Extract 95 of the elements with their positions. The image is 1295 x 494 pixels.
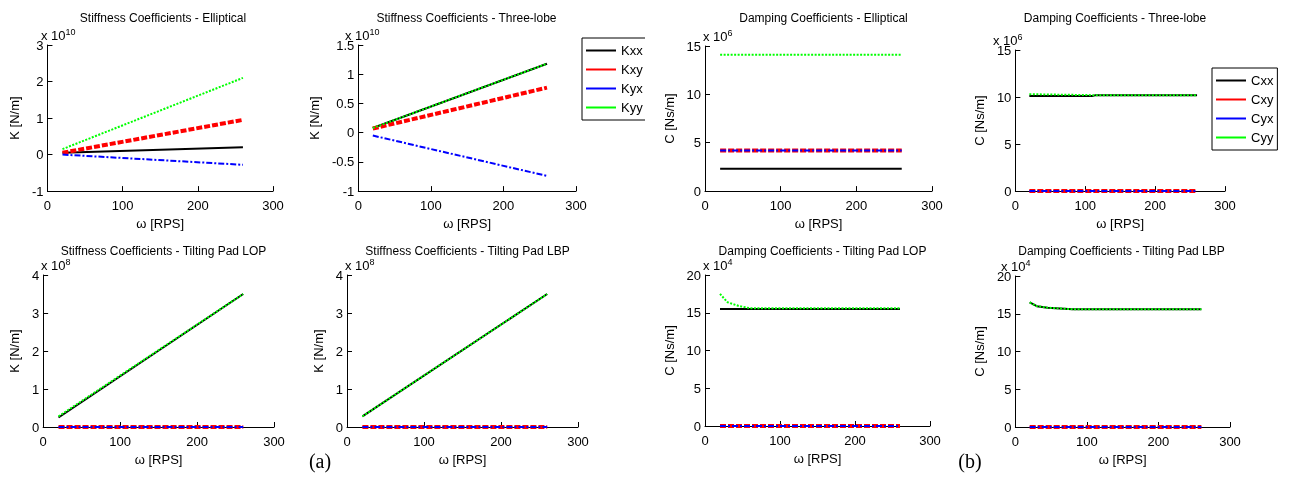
y-tick-label: 3	[335, 305, 343, 321]
y-tick-label: 3	[31, 305, 40, 321]
y-tick-label: -1	[342, 183, 355, 199]
x-tick-label: 100	[769, 198, 792, 214]
line-series	[1028, 301, 1203, 311]
y-tick-label: 10	[686, 86, 701, 102]
x-tick-label: 300	[565, 198, 587, 214]
y-tick-label: 5	[1004, 381, 1012, 397]
x-tick-label: 100	[109, 434, 131, 449]
x-axis-title: ω [RPS]	[134, 451, 183, 467]
y-tick-label: 0	[1004, 183, 1012, 199]
chart-title: Damping Coefficients - Tilting Pad LOP	[718, 244, 927, 258]
legend-label: Cyy	[1251, 130, 1274, 145]
line-series	[719, 292, 901, 310]
x-tick-label: 200	[844, 433, 866, 448]
y-tick-label: 0	[1004, 419, 1012, 435]
chart-title: Damping Coefficients - Tilting Pad LBP	[1018, 244, 1225, 258]
x-tick-label: 300	[263, 434, 285, 449]
y-tick-label: 0	[36, 147, 44, 163]
x-axis-title: ω [RPS]	[443, 216, 492, 231]
legend-label: Kyx	[621, 81, 644, 96]
y-tick-label: 4	[335, 267, 343, 283]
x-tick-label: 300	[1219, 434, 1241, 449]
x-tick-label: 300	[1214, 198, 1236, 214]
text: (b)	[958, 450, 982, 473]
y-axis-title: K [N/m]	[310, 329, 326, 373]
y-tick-label: 15	[996, 306, 1012, 322]
y-tick-label: 5	[693, 135, 701, 151]
legend-label: Kyy	[621, 100, 644, 115]
y-tick-label: 5	[1004, 136, 1012, 152]
x-axis-title: ω [RPS]	[1096, 216, 1145, 231]
y-axis-title: K [N/m]	[307, 96, 322, 140]
x-axis-title: ω [RPS]	[438, 451, 487, 467]
y-tick-label: 4	[31, 267, 40, 283]
legend-label: Cxy	[1251, 92, 1274, 107]
legend-label: Kxy	[621, 62, 644, 77]
y-tick-label: 5	[693, 380, 701, 396]
y-tick-label: 0.5	[336, 95, 355, 111]
y-axis-title: C [Ns/m]	[661, 93, 677, 144]
y-tick-label: 0	[693, 418, 701, 434]
x-tick-label: 200	[186, 434, 208, 449]
x-tick-label: 300	[921, 198, 943, 214]
x-tick-label: 300	[262, 198, 284, 214]
chart-title: Damping Coefficients - Elliptical	[739, 11, 908, 25]
y-tick-label: 10	[996, 344, 1012, 359]
y-tick-label: 15	[686, 305, 701, 321]
x-tick-label: 200	[1144, 198, 1166, 214]
x-tick-label: 200	[845, 198, 868, 214]
x-tick-label: 200	[1147, 434, 1170, 449]
y-tick-label: 1	[36, 110, 44, 126]
y-tick-label: 0	[693, 183, 701, 199]
x-tick-label: 300	[567, 434, 589, 449]
x-tick-label: 100	[111, 198, 134, 214]
y-tick-label: 10	[996, 89, 1012, 105]
y-tick-label: 1	[347, 66, 355, 82]
y-tick-label: 0	[335, 419, 343, 435]
chart-title: Damping Coefficients - Three-lobe	[1023, 11, 1207, 25]
y-tick-label: 20	[686, 267, 701, 283]
legend-label: Cyx	[1251, 111, 1274, 126]
y-tick-label: 10	[686, 343, 701, 358]
y-tick-label: 1	[335, 381, 343, 397]
y-tick-label: -1	[31, 183, 44, 199]
y-tick-label: 2	[31, 343, 40, 359]
legend-label: Cxx	[1251, 73, 1274, 88]
chart-title: Stiffness Coefficients - Three-lobe	[376, 11, 557, 25]
y-tick-label: 0	[31, 419, 40, 435]
x-axis-title: ω [RPS]	[136, 216, 185, 231]
x-axis-title: ω [RPS]	[793, 450, 842, 466]
x-tick-label: 100	[413, 434, 435, 449]
legend-label: Kxx	[621, 43, 644, 58]
y-axis-title: C [Ns/m]	[661, 325, 677, 376]
chart-title: Stiffness Coefficients - Tilting Pad LBP	[365, 244, 570, 258]
x-axis-title: ω [RPS]	[1098, 451, 1147, 467]
y-axis-title: C [Ns/m]	[972, 95, 987, 146]
y-axis-title: C [Ns/m]	[972, 326, 987, 377]
x-tick-label: 200	[492, 198, 515, 214]
x-axis-title: ω [RPS]	[794, 216, 843, 231]
x-tick-label: 100	[1074, 198, 1097, 214]
text: (a)	[308, 450, 332, 473]
x-tick-label: 100	[420, 198, 442, 214]
y-tick-label: 2	[36, 74, 44, 90]
x-tick-label: 200	[490, 434, 512, 449]
y-tick-label: 15	[686, 38, 701, 54]
y-axis-title: K [N/m]	[7, 329, 22, 373]
y-tick-label: -0.5	[331, 154, 355, 170]
x-tick-label: 300	[919, 433, 941, 448]
x-tick-label: 200	[186, 198, 209, 214]
x-tick-label: 100	[769, 433, 791, 448]
x-tick-label: 100	[1076, 434, 1098, 449]
y-tick-label: 1	[31, 381, 40, 397]
y-tick-label: 2	[335, 343, 343, 359]
chart-title: Stiffness Coefficients - Elliptical	[79, 11, 247, 25]
y-axis-title: K [N/m]	[7, 96, 22, 140]
chart-title: Stiffness Coefficients - Tilting Pad LOP	[60, 244, 267, 258]
y-tick-label: 0	[347, 125, 355, 141]
